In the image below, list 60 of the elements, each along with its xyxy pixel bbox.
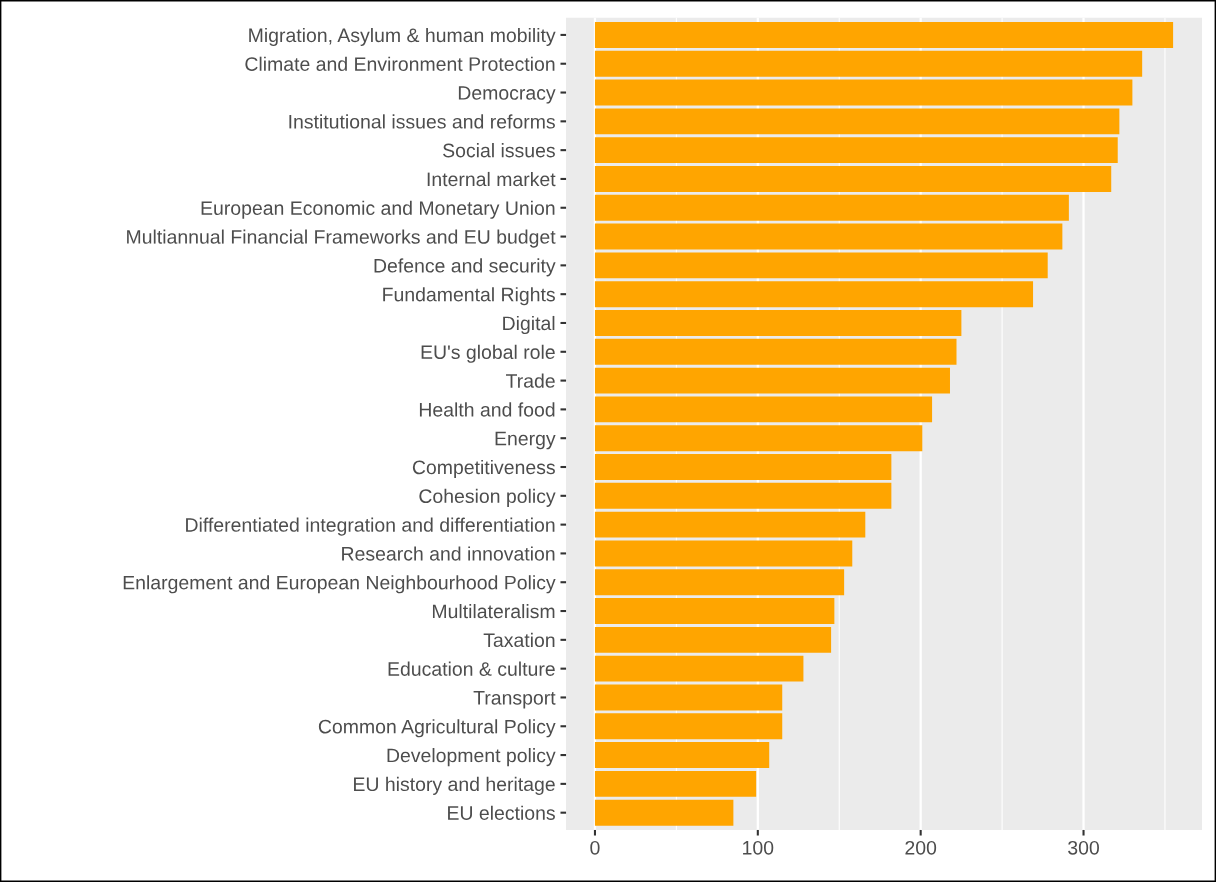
y-tick-label: Defence and security xyxy=(374,258,556,277)
x-tick-label: 300 xyxy=(1068,840,1099,855)
y-tick-label: Research and innovation xyxy=(342,546,555,561)
bar xyxy=(594,194,1069,221)
bar xyxy=(594,684,783,711)
y-tick-label: Transport xyxy=(473,691,556,709)
y-tick-label: Enlargement and European Neighbourhood Policy xyxy=(123,575,556,594)
bar xyxy=(594,21,1174,48)
y-tick-label: Trade xyxy=(506,373,555,388)
bar xyxy=(594,108,1120,135)
bar xyxy=(594,165,1112,192)
bar xyxy=(594,252,1048,279)
bar xyxy=(594,540,853,567)
x-tick-label: 200 xyxy=(905,840,937,855)
y-tick-label: Climate and Environment Protection xyxy=(245,56,555,71)
x-tick-label: 100 xyxy=(743,840,774,855)
y-tick-label: Migration, Asylum & human mobility xyxy=(249,27,556,46)
bar xyxy=(594,598,835,624)
bar xyxy=(594,338,957,365)
x-tick-label: 0 xyxy=(590,840,600,855)
y-tick-label: Democracy xyxy=(458,86,556,104)
bar xyxy=(594,79,1133,106)
bar xyxy=(594,799,734,826)
y-tick-label: Competitiveness xyxy=(412,459,555,479)
bar xyxy=(594,367,950,394)
y-tick-label: Social issues xyxy=(443,143,555,158)
y-tick-label: Taxation xyxy=(483,632,555,648)
y-tick-label: Education & culture xyxy=(388,661,555,676)
bar xyxy=(594,310,962,336)
y-tick-label: Energy xyxy=(495,431,556,450)
y-tick-label: Internal market xyxy=(427,171,556,187)
bar xyxy=(594,626,832,653)
y-tick-label: Multilateralism xyxy=(432,603,555,619)
bar xyxy=(594,569,845,596)
bar xyxy=(594,425,923,452)
y-tick-label: Fundamental Rights xyxy=(383,287,555,306)
y-tick-label: EU elections xyxy=(448,805,555,820)
bar xyxy=(594,137,1118,164)
bar xyxy=(594,396,933,423)
bar xyxy=(594,742,770,769)
bar xyxy=(594,482,892,509)
bar xyxy=(594,655,804,682)
bar xyxy=(594,770,757,797)
y-tick-label: Differentiated integration and differentiation xyxy=(186,517,555,536)
bar xyxy=(594,511,866,538)
y-tick-label: Institutional issues and reforms xyxy=(289,114,555,129)
y-tick-label: EU's global role xyxy=(421,344,555,363)
y-tick-label: Health and food xyxy=(419,402,555,417)
y-tick-label: Digital xyxy=(503,315,555,335)
bar xyxy=(594,713,783,740)
y-tick-label: Cohesion policy xyxy=(419,488,556,507)
y-tick-label: European Economic and Monetary Union xyxy=(201,200,555,219)
bar xyxy=(594,281,1034,308)
y-tick-label: Development policy xyxy=(387,748,556,767)
bar xyxy=(594,454,892,480)
bar xyxy=(594,50,1143,77)
y-tick-label: Multiannual Financial Frameworks and EU budget xyxy=(127,229,556,248)
y-tick-label: EU history and heritage xyxy=(354,776,555,795)
y-tick-label: Common Agricultural Policy xyxy=(318,719,556,738)
bar xyxy=(594,223,1063,250)
